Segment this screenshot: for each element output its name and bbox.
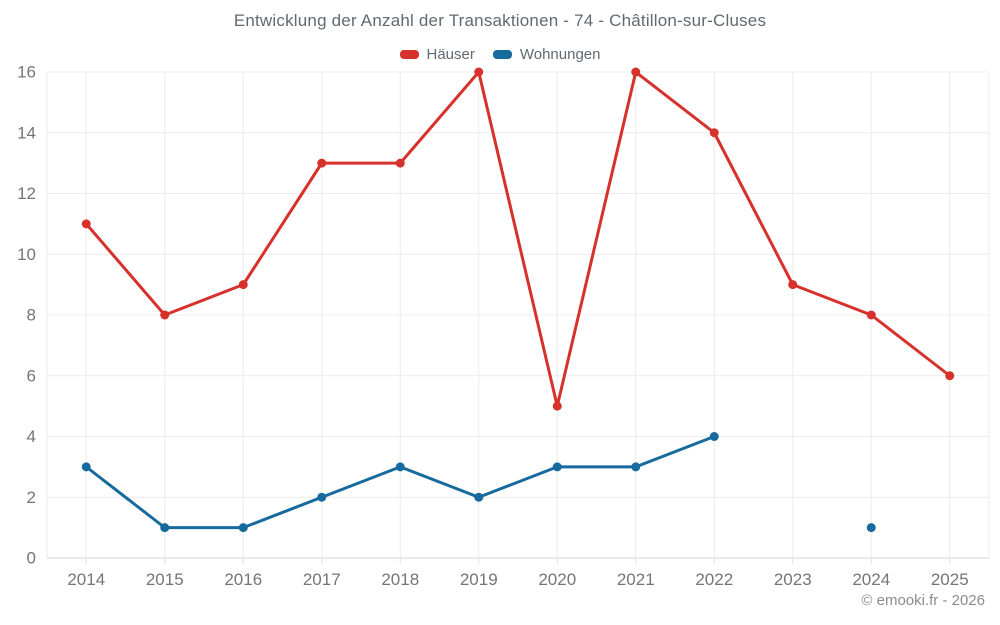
x-axis-tick-label: 2017: [303, 570, 341, 589]
data-point[interactable]: [395, 158, 405, 168]
data-point[interactable]: [709, 128, 719, 138]
x-axis-tick-label: 2025: [931, 570, 969, 589]
data-point[interactable]: [238, 523, 248, 533]
legend-item-wohnungen[interactable]: Wohnungen: [492, 46, 601, 63]
data-point[interactable]: [631, 462, 641, 472]
y-axis-tick-label: 14: [17, 123, 36, 142]
legend-item-haeuser[interactable]: Häuser: [399, 46, 475, 63]
x-axis-tick-label: 2022: [695, 570, 733, 589]
chart-title: Entwicklung der Anzahl der Transaktionen…: [233, 11, 767, 30]
copyright-text: © emooki.fr - 2026: [861, 592, 985, 609]
data-point[interactable]: [160, 310, 170, 320]
data-point[interactable]: [788, 280, 798, 290]
y-axis-tick-label: 12: [17, 184, 36, 203]
y-axis-tick-label: 10: [17, 245, 36, 264]
data-point[interactable]: [395, 462, 405, 472]
series-line: [84, 70, 952, 408]
y-axis-tick-label: 0: [27, 549, 36, 568]
data-point[interactable]: [317, 158, 327, 168]
data-point[interactable]: [160, 523, 170, 533]
data-point[interactable]: [81, 462, 91, 472]
x-axis-tick-label: 2014: [67, 570, 105, 589]
data-point[interactable]: [238, 280, 248, 290]
data-point[interactable]: [81, 219, 91, 229]
y-axis-tick-label: 8: [27, 306, 36, 325]
y-axis-tick-label: 2: [27, 488, 36, 507]
data-point[interactable]: [945, 371, 955, 381]
x-axis-tick-label: 2020: [538, 570, 576, 589]
x-axis-tick-label: 2024: [852, 570, 890, 589]
legend-label-haeuser: Häuser: [426, 46, 475, 63]
data-point[interactable]: [317, 492, 327, 502]
data-point[interactable]: [552, 462, 562, 472]
data-point[interactable]: [866, 523, 876, 533]
y-axis-tick-label: 4: [27, 427, 36, 446]
x-axis-tick-label: 2019: [460, 570, 498, 589]
data-point[interactable]: [631, 67, 641, 77]
x-axis-tick-label: 2018: [381, 570, 419, 589]
chart-legend: Häuser Wohnungen: [0, 46, 1000, 63]
x-axis-tick-label: 2021: [617, 570, 655, 589]
data-point[interactable]: [474, 67, 484, 77]
x-axis-tick-label: 2023: [774, 570, 812, 589]
x-axis-tick-label: 2015: [146, 570, 184, 589]
legend-swatch-haeuser: [399, 50, 419, 59]
legend-swatch-wohnungen: [492, 50, 512, 59]
x-axis-tick-label: 2016: [224, 570, 262, 589]
data-point[interactable]: [552, 401, 562, 411]
data-point[interactable]: [474, 492, 484, 502]
data-point[interactable]: [709, 432, 719, 441]
data-point[interactable]: [866, 310, 876, 320]
y-axis-tick-label: 16: [17, 63, 36, 82]
y-axis-tick-label: 6: [27, 366, 36, 385]
legend-label-wohnungen: Wohnungen: [519, 46, 601, 63]
